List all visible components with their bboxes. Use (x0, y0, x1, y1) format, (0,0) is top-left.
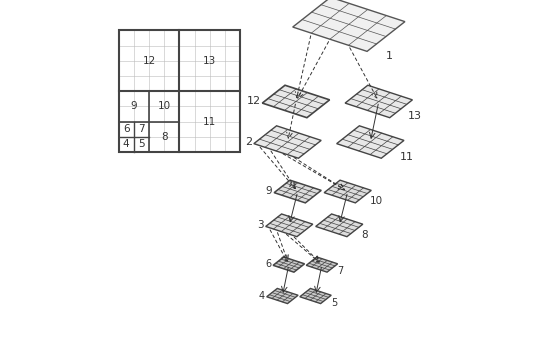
Text: 2: 2 (245, 137, 252, 147)
Text: 8: 8 (161, 132, 168, 142)
Text: 7: 7 (337, 266, 344, 276)
Text: 8: 8 (361, 230, 368, 240)
Polygon shape (266, 214, 313, 237)
Text: 5: 5 (138, 140, 145, 149)
Text: 6: 6 (123, 124, 129, 134)
Polygon shape (316, 214, 363, 237)
Text: 10: 10 (158, 101, 171, 112)
Polygon shape (324, 180, 371, 203)
Text: 11: 11 (400, 151, 414, 162)
Polygon shape (306, 257, 337, 272)
Text: 9: 9 (130, 101, 137, 112)
Text: 12: 12 (246, 96, 261, 106)
Text: 9: 9 (266, 186, 273, 196)
Polygon shape (267, 288, 298, 304)
Text: 1: 1 (386, 51, 392, 62)
Text: 10: 10 (370, 196, 383, 206)
Text: 7: 7 (138, 124, 145, 134)
Text: 6: 6 (265, 259, 271, 269)
Text: 11: 11 (203, 117, 216, 127)
Polygon shape (292, 0, 405, 51)
Text: 5: 5 (331, 297, 337, 308)
Text: 13: 13 (408, 111, 422, 121)
Text: 3: 3 (258, 220, 264, 230)
Text: 4: 4 (259, 291, 265, 301)
Polygon shape (337, 126, 404, 158)
Polygon shape (274, 180, 321, 203)
Text: 4: 4 (123, 140, 129, 149)
Polygon shape (345, 85, 412, 118)
Polygon shape (254, 126, 321, 158)
Text: 12: 12 (143, 56, 156, 66)
Polygon shape (273, 257, 305, 272)
Bar (119, 30, 240, 152)
Text: 13: 13 (203, 56, 216, 66)
Polygon shape (263, 85, 330, 118)
Polygon shape (300, 288, 331, 304)
